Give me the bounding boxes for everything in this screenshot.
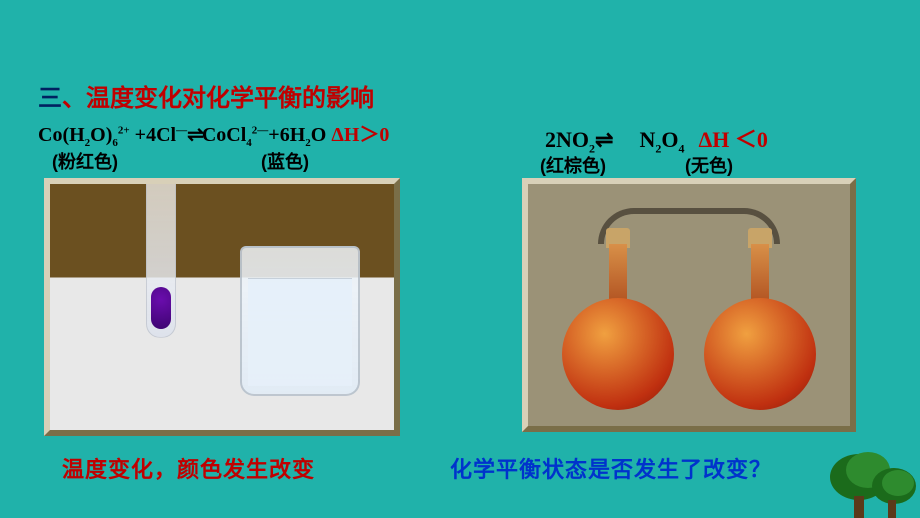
tree-crown-icon (882, 470, 914, 496)
eq-r-1: 2NO (545, 127, 589, 152)
eq-l-2: O) (90, 124, 112, 146)
section-heading: 三、温度变化对化学平衡的影响 (38, 78, 374, 113)
label-colorless: (无色) (685, 152, 733, 178)
eq-l-4: CoCl (202, 124, 246, 146)
eq-l-sup3: 2— (252, 124, 269, 136)
heading-prefix: 三 (38, 85, 62, 112)
eq-l-1: Co(H (38, 124, 85, 146)
equation-left: Co(H2O)62+ +4Cl—⇌CoCl42—+6H2O ΔH＞0 (38, 118, 389, 149)
eq-r-2: N (639, 127, 655, 152)
experiment-photo-left (44, 178, 400, 436)
eq-r-dh: ΔH ＜0 (698, 127, 767, 152)
tree-trunk-icon (888, 500, 896, 518)
eq-l-dhrel: ＞0 (359, 124, 389, 146)
heading-text: 温度变化对化学平衡的影响 (86, 85, 374, 112)
beaker-icon (240, 246, 360, 396)
eq-l-3: +4Cl (130, 124, 176, 146)
label-blue: (蓝色) (261, 148, 309, 174)
eq-l-6: O (311, 124, 327, 146)
experiment-photo-right (522, 178, 856, 432)
eq-l-dhlabel: ΔH (326, 124, 359, 146)
eq-l-5: +6H (268, 124, 305, 146)
eq-l-sup2: — (176, 124, 187, 136)
eq-l-sup1: 2+ (118, 124, 130, 136)
label-pink: (粉红色) (52, 148, 118, 174)
eq-r-3: O (661, 127, 678, 152)
heading-sep: 、 (62, 85, 86, 112)
tree-trunk-icon (854, 496, 864, 518)
eq-r-dhlabel: ΔH (698, 127, 734, 152)
trees-decoration-icon (810, 448, 920, 518)
eq-r-arrow: ⇌ (595, 137, 611, 143)
color-labels-right: (红棕色) (无色) (540, 152, 733, 178)
eq-l-arrow: ⇌ (187, 132, 202, 138)
flask-neck-icon (751, 244, 769, 306)
round-flask-icon (562, 298, 674, 410)
flask-neck-icon (609, 244, 627, 306)
label-redbrown: (红棕色) (540, 152, 606, 178)
caption-right: 化学平衡状态是否发生了改变？ (450, 452, 772, 484)
test-tube-icon (146, 178, 176, 338)
round-flask-icon (704, 298, 816, 410)
color-labels-left: (粉红色) (蓝色) (52, 148, 412, 174)
caption-left: 温度变化，颜色发生改变 (62, 452, 315, 484)
eq-r-dhrel: ＜0 (735, 127, 768, 152)
eq-l-dh: ΔH＞0 (326, 124, 389, 146)
